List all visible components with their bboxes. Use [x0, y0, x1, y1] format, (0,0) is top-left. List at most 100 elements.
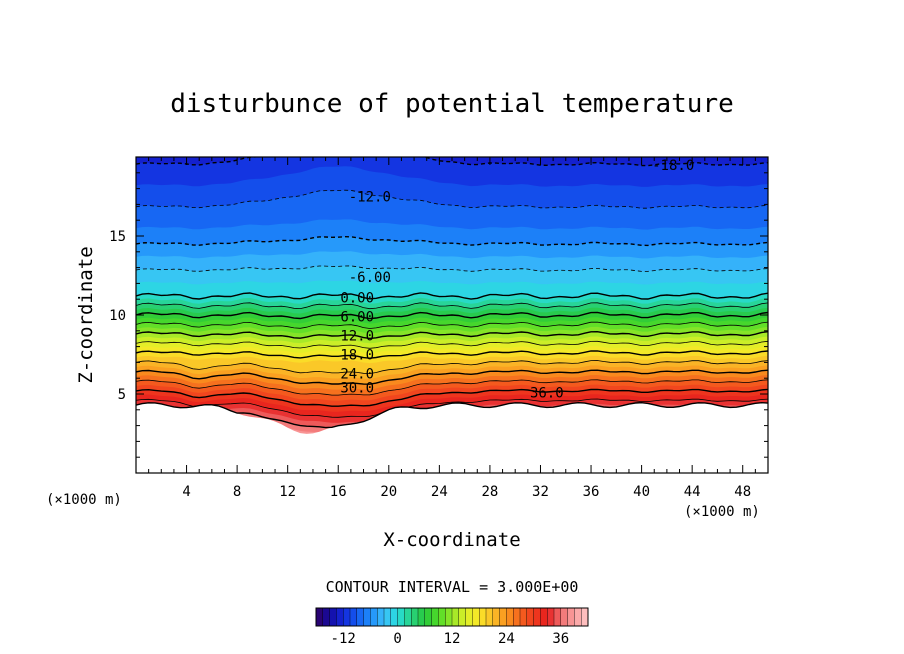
colorbar-tick-label: 12: [444, 631, 461, 647]
contour-line: [136, 189, 768, 209]
x-tick-label: 28: [481, 484, 498, 500]
colorbar-box: [329, 607, 337, 627]
contour-label-text: 12.0: [340, 329, 374, 345]
contour-label-text: 6.00: [340, 310, 374, 326]
x-tick-label: 8: [233, 484, 241, 500]
colorbar-frame: [315, 607, 589, 627]
contour-line: [136, 398, 768, 418]
ground-mask: [136, 402, 768, 473]
colorbar-box: [574, 607, 582, 627]
contour-label-text: -18.0: [652, 158, 694, 174]
x-tick-label: 20: [380, 484, 397, 500]
colorbar-box: [472, 607, 480, 627]
colorbar-box: [356, 607, 365, 627]
y-tick-label: 5: [118, 387, 126, 403]
contour-field: [136, 157, 768, 473]
colorbar-box: [390, 607, 399, 627]
contour-label: 6.00: [340, 310, 374, 326]
x-unit-right: (×1000 m): [684, 504, 760, 520]
colorbar-tick-label: 36: [552, 631, 569, 647]
colorbar-box: [383, 607, 392, 627]
colorbar-box: [370, 607, 378, 627]
colorbar-box: [397, 607, 405, 627]
contour-label-text: 36.0: [530, 385, 564, 401]
contour-line: [136, 360, 768, 374]
x-unit-left: (×1000 m): [46, 492, 122, 508]
colorbar-box: [438, 607, 446, 627]
contour-label: 24.0: [340, 366, 374, 382]
contour-line: [136, 47, 768, 81]
colorbar-box: [479, 607, 487, 627]
colorbar-box: [485, 607, 494, 627]
colorbar-box: [451, 607, 460, 627]
colorbar-box: [519, 607, 528, 627]
x-tick-label: 24: [431, 484, 448, 500]
y-tick-label: 10: [109, 308, 126, 324]
contour-line: [136, 157, 768, 167]
colorbar: -12 0 12 24 36: [315, 607, 589, 647]
colorbar-box: [431, 607, 439, 627]
colorbar-box: [349, 607, 358, 627]
x-tick-label: 16: [330, 484, 347, 500]
colorbar-box: [445, 607, 453, 627]
colorbar-box: [404, 607, 412, 627]
contour-label-text: 24.0: [340, 366, 374, 382]
contour-interval-text: CONTOUR INTERVAL = 3.000E+00: [326, 578, 579, 596]
colorbar-box: [343, 607, 351, 627]
colorbar-box: [567, 607, 575, 627]
contour-line: [136, 369, 768, 385]
y-axis-label: Z-coordinate: [75, 246, 97, 383]
colorbar-tick-label: -12: [331, 631, 356, 647]
colorbar-box: [336, 607, 344, 627]
contour-line: [136, 330, 768, 340]
contour-label-text: -12.0: [349, 190, 391, 206]
contour-label: 12.0: [340, 329, 374, 345]
contour-line: [136, 321, 768, 329]
colorbar-box: [533, 607, 541, 627]
contour-label: -18.0: [652, 158, 694, 174]
colorbar-box: [492, 607, 501, 627]
contour-line: [136, 379, 768, 396]
colorbar-box: [424, 607, 433, 627]
y-tick-label: 15: [109, 229, 126, 245]
contour-label-text: -6.00: [349, 270, 391, 286]
contour-lines: [136, 47, 768, 429]
colorbar-box: [465, 607, 473, 627]
x-tick-label: 40: [633, 484, 650, 500]
x-tick-label: 4: [182, 484, 190, 500]
chart-title: disturbunce of potential temperature: [170, 89, 734, 119]
contour-label-text: 30.0: [340, 381, 374, 397]
colorbar-box: [547, 607, 555, 627]
contour-label: 30.0: [340, 381, 374, 397]
contour-line: [136, 401, 768, 429]
colorbar-box: [315, 607, 324, 627]
contour-line: [136, 311, 768, 320]
colorbar-tick-label: 0: [393, 631, 401, 647]
contour-label-text: 0.00: [340, 291, 374, 307]
colorbar-box: [513, 607, 521, 627]
contour-label: 36.0: [530, 385, 564, 401]
contour-line: [136, 388, 768, 407]
colorbar-box: [581, 607, 589, 627]
colorbar-box: [417, 607, 426, 627]
x-tick-label: 32: [532, 484, 549, 500]
colorbar-box: [377, 607, 385, 627]
contour-label: -6.00: [349, 270, 391, 286]
contour-label: -12.0: [349, 190, 391, 206]
contour-line: [136, 265, 768, 272]
contour-label-text: 18.0: [340, 348, 374, 364]
contour-line: [136, 340, 768, 349]
x-tick-label: 44: [684, 484, 701, 500]
colorbar-box: [322, 607, 331, 627]
x-tick-label: 48: [734, 484, 751, 500]
colorbar-box: [411, 607, 419, 627]
contour-line: [136, 292, 768, 300]
x-tick-label: 12: [279, 484, 296, 500]
x-axis-label: X-coordinate: [383, 529, 520, 551]
x-tick-label: 36: [583, 484, 600, 500]
colorbar-box: [458, 607, 467, 627]
y-axis-ticks: 5 10 15: [109, 172, 768, 458]
contour-line: [136, 350, 768, 359]
x-axis-ticks: 4 8 12 16 20 24 28 32 36 40 44 48: [148, 157, 756, 500]
